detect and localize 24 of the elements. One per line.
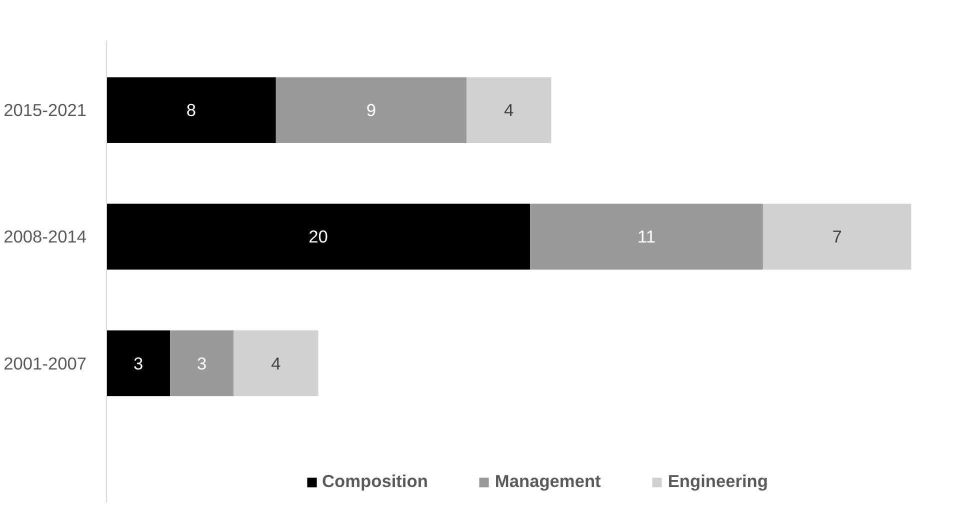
bar — [106, 204, 530, 270]
y-tick-label: 2008-2014 — [4, 226, 87, 247]
data-label: 20 — [308, 226, 328, 247]
y-tick-label: 2015-2021 — [4, 100, 87, 120]
bar — [530, 204, 763, 270]
legend-label: Composition — [322, 471, 428, 492]
bar — [106, 330, 170, 396]
bar — [106, 77, 276, 144]
data-label: 8 — [186, 100, 196, 120]
bar — [762, 204, 912, 270]
bar — [276, 77, 466, 144]
data-label: 3 — [196, 353, 207, 374]
data-label: 9 — [366, 100, 376, 120]
data-label: 11 — [637, 226, 656, 247]
legend-label: Management — [494, 471, 601, 492]
data-label: 3 — [133, 353, 144, 374]
bar — [466, 77, 552, 144]
data-label: 4 — [271, 353, 282, 374]
y-tick-label: 2001-2007 — [4, 353, 87, 374]
data-label: 4 — [504, 100, 514, 120]
bar — [234, 330, 318, 396]
legend-label: Engineering — [668, 471, 768, 492]
bar — [170, 330, 234, 396]
data-label: 7 — [832, 226, 842, 247]
